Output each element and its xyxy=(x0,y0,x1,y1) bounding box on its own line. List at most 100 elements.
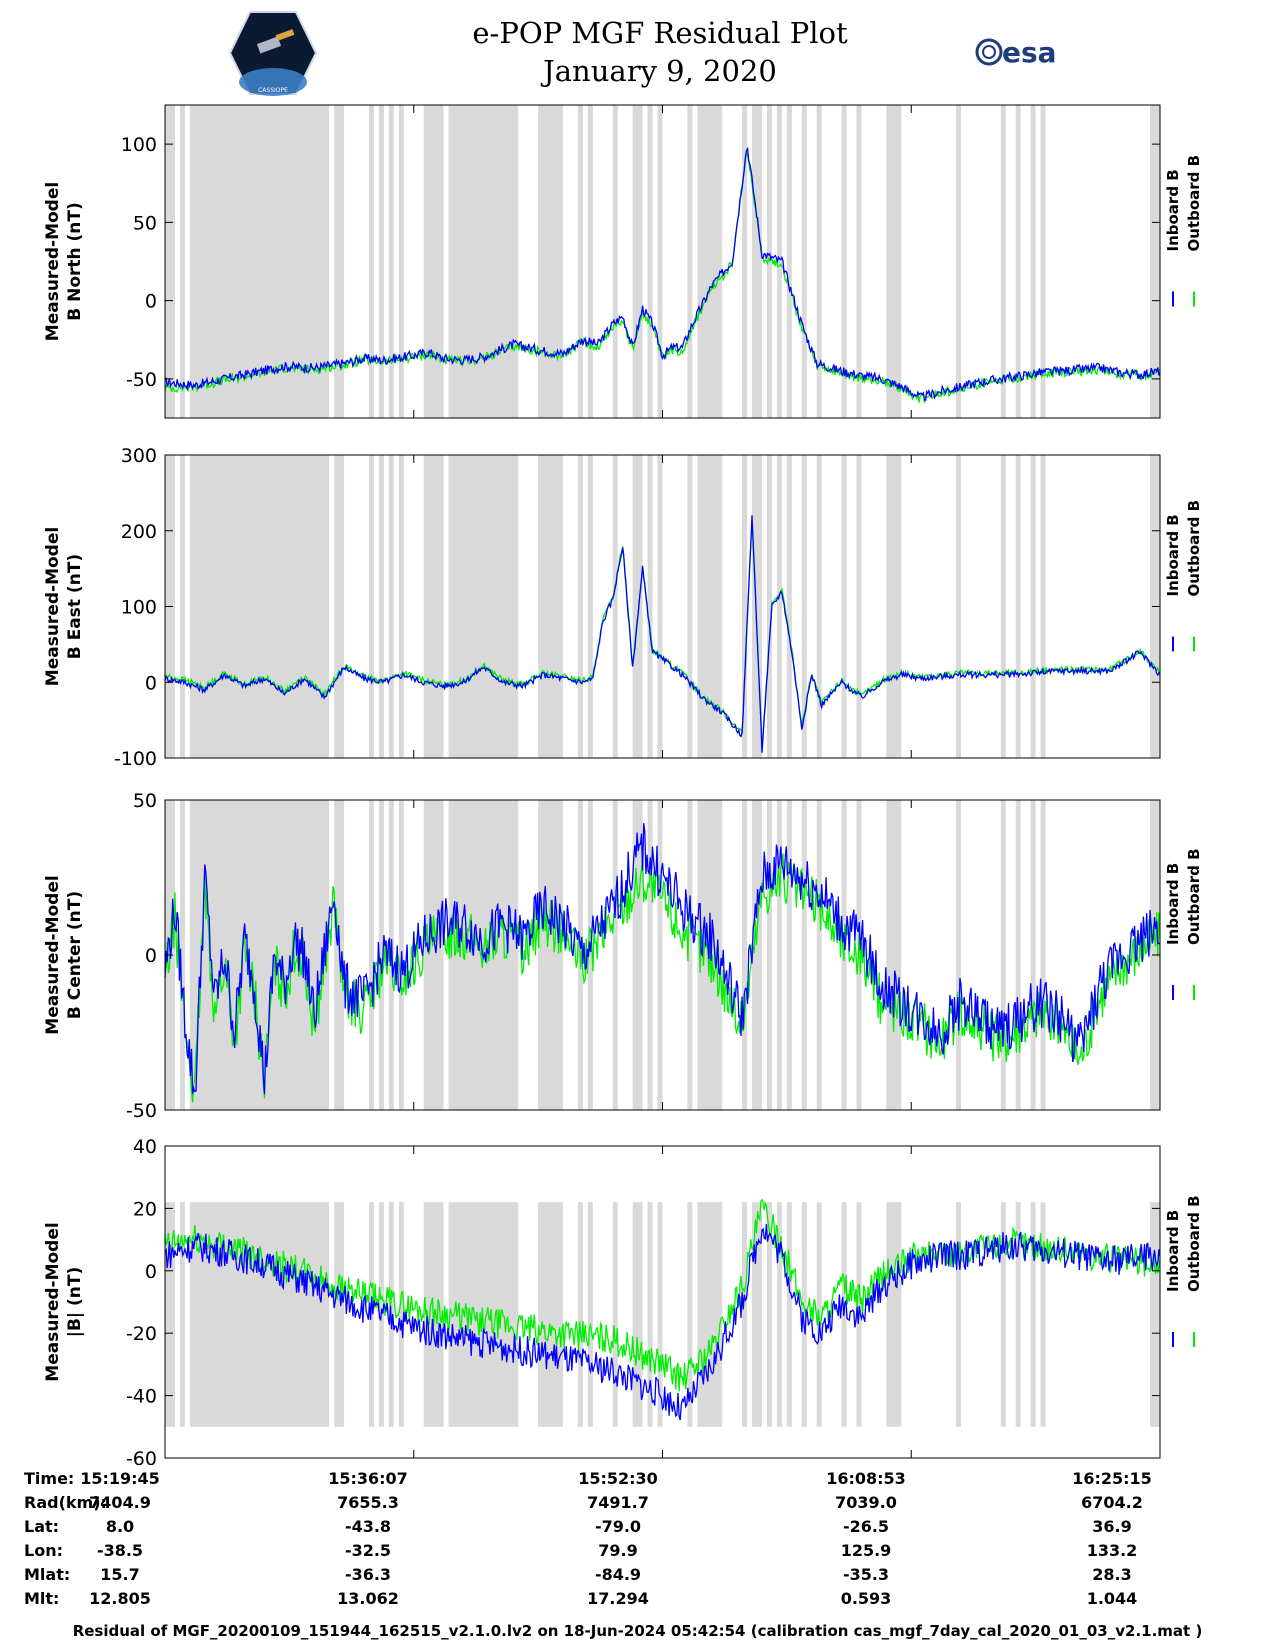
shaded-interval xyxy=(816,800,822,1110)
shaded-interval xyxy=(776,1202,782,1427)
info-cell: -26.5 xyxy=(842,1517,890,1536)
y-tick-label: -100 xyxy=(114,748,157,770)
shaded-interval xyxy=(423,455,444,758)
y-tick-label: 300 xyxy=(121,445,157,467)
shaded-interval xyxy=(886,1202,902,1427)
shaded-interval xyxy=(398,455,404,758)
info-cell: 0.593 xyxy=(840,1589,892,1608)
y-tick-label: 20 xyxy=(133,1198,157,1220)
y-tick-label: -50 xyxy=(126,1100,157,1122)
shaded-interval xyxy=(786,455,792,758)
info-cell: 15:19:45 xyxy=(80,1469,160,1488)
esa-logo-text: esa xyxy=(1002,36,1057,69)
shaded-interval xyxy=(587,1202,593,1427)
info-row-label: Mlt: xyxy=(24,1589,60,1608)
info-cell: 13.062 xyxy=(337,1589,399,1608)
info-cell: 7039.0 xyxy=(835,1493,897,1512)
shaded-interval xyxy=(1030,800,1036,1110)
shaded-interval xyxy=(776,455,782,758)
info-cell: 8.0 xyxy=(105,1517,135,1536)
shaded-interval xyxy=(742,105,748,418)
series-line-inboard xyxy=(164,1223,1161,1421)
y-tick-label: -50 xyxy=(126,369,157,391)
info-cell: 6704.2 xyxy=(1081,1493,1143,1512)
shaded-interval xyxy=(697,1202,723,1427)
shaded-interval xyxy=(647,105,653,418)
series-line-outboard xyxy=(164,853,1161,1103)
shaded-interval xyxy=(742,1202,748,1427)
legend-label: Outboard B xyxy=(1185,848,1203,945)
shaded-interval xyxy=(1000,105,1006,418)
shaded-interval xyxy=(697,455,723,758)
shaded-interval xyxy=(752,105,762,418)
chart-panel-3: -50 0 50 Measured-Model B Center (nT) Inboard… xyxy=(43,790,1203,1122)
shaded-interval xyxy=(179,105,185,418)
shaded-interval xyxy=(886,105,902,418)
shaded-interval xyxy=(1030,1202,1036,1427)
plot-frame xyxy=(164,104,1161,419)
shaded-interval xyxy=(657,1202,663,1427)
cassiope-logo: CASSIOPE xyxy=(228,11,318,96)
shaded-interval xyxy=(1040,800,1046,1110)
shaded-interval xyxy=(801,1202,807,1427)
shaded-interval xyxy=(1015,455,1021,758)
series-line-inboard xyxy=(164,146,1161,402)
shaded-interval xyxy=(956,455,961,758)
shaded-interval xyxy=(632,455,643,758)
orbit-info-table: Time: Rad(km): Lat: Lon: Mlat: Mlt: 15:19:45 74… xyxy=(0,1465,1275,1615)
info-cell: 17.294 xyxy=(587,1589,649,1608)
y-axis-label: B North (nT) xyxy=(65,202,85,321)
shaded-interval xyxy=(752,455,762,758)
shaded-interval xyxy=(687,105,693,418)
shaded-interval xyxy=(816,455,822,758)
shaded-interval xyxy=(886,455,902,758)
info-cell: 7404.9 xyxy=(89,1493,151,1512)
info-cell: 15:36:07 xyxy=(328,1469,408,1488)
info-cell: 79.9 xyxy=(598,1541,638,1560)
shaded-interval xyxy=(841,455,847,758)
y-tick-label: 100 xyxy=(121,134,157,156)
shaded-interval xyxy=(612,105,618,418)
y-axis-label: Measured-Model xyxy=(43,182,63,341)
shaded-interval xyxy=(538,800,563,1110)
shaded-interval xyxy=(1150,105,1160,418)
legend-label: Outboard B xyxy=(1185,1195,1203,1292)
shaded-interval xyxy=(538,455,563,758)
y-tick-label: 200 xyxy=(121,521,157,543)
shaded-interval xyxy=(1040,455,1046,758)
y-axis-label: Measured-Model xyxy=(43,527,63,686)
y-tick-label: 0 xyxy=(145,945,157,967)
shaded-interval xyxy=(423,105,444,418)
y-tick-label: 50 xyxy=(133,790,157,812)
footer-note: Residual of MGF_20200109_151944_162515_v… xyxy=(72,1622,1203,1640)
y-tick-label: 0 xyxy=(145,1261,157,1283)
shaded-interval xyxy=(612,455,618,758)
legend-label: Inboard B xyxy=(1164,169,1182,251)
info-row-label: Mlat: xyxy=(24,1565,71,1584)
shaded-interval xyxy=(886,800,902,1110)
series-line-outboard xyxy=(164,1198,1161,1392)
shaded-interval xyxy=(776,800,782,1110)
shaded-interval xyxy=(378,455,384,758)
shaded-interval xyxy=(856,105,862,418)
shaded-interval xyxy=(647,800,653,1110)
y-tick-label: -60 xyxy=(126,1448,157,1465)
y-axis-label: B East (nT) xyxy=(65,554,85,659)
shaded-interval xyxy=(816,105,822,418)
shaded-interval xyxy=(378,800,384,1110)
info-cell: -43.8 xyxy=(344,1517,392,1536)
shaded-interval xyxy=(687,800,693,1110)
chart-panel-4: -60 -40 -20 0 20 40 Measured-Model |B| (nT) Inbo… xyxy=(43,1136,1203,1465)
shaded-interval xyxy=(801,105,807,418)
shaded-interval xyxy=(657,105,663,418)
y-tick-label: 0 xyxy=(145,672,157,694)
shaded-interval xyxy=(587,455,593,758)
shaded-interval xyxy=(956,1202,961,1427)
info-cell: 7491.7 xyxy=(587,1493,649,1512)
plot-title: e-POP MGF Residual Plot January 9, 2020 xyxy=(380,14,940,90)
shaded-interval xyxy=(448,455,519,758)
legend-label: Inboard B xyxy=(1164,514,1182,596)
shaded-interval xyxy=(801,800,807,1110)
plot-frame xyxy=(164,1145,1161,1459)
shaded-interval xyxy=(1015,800,1021,1110)
